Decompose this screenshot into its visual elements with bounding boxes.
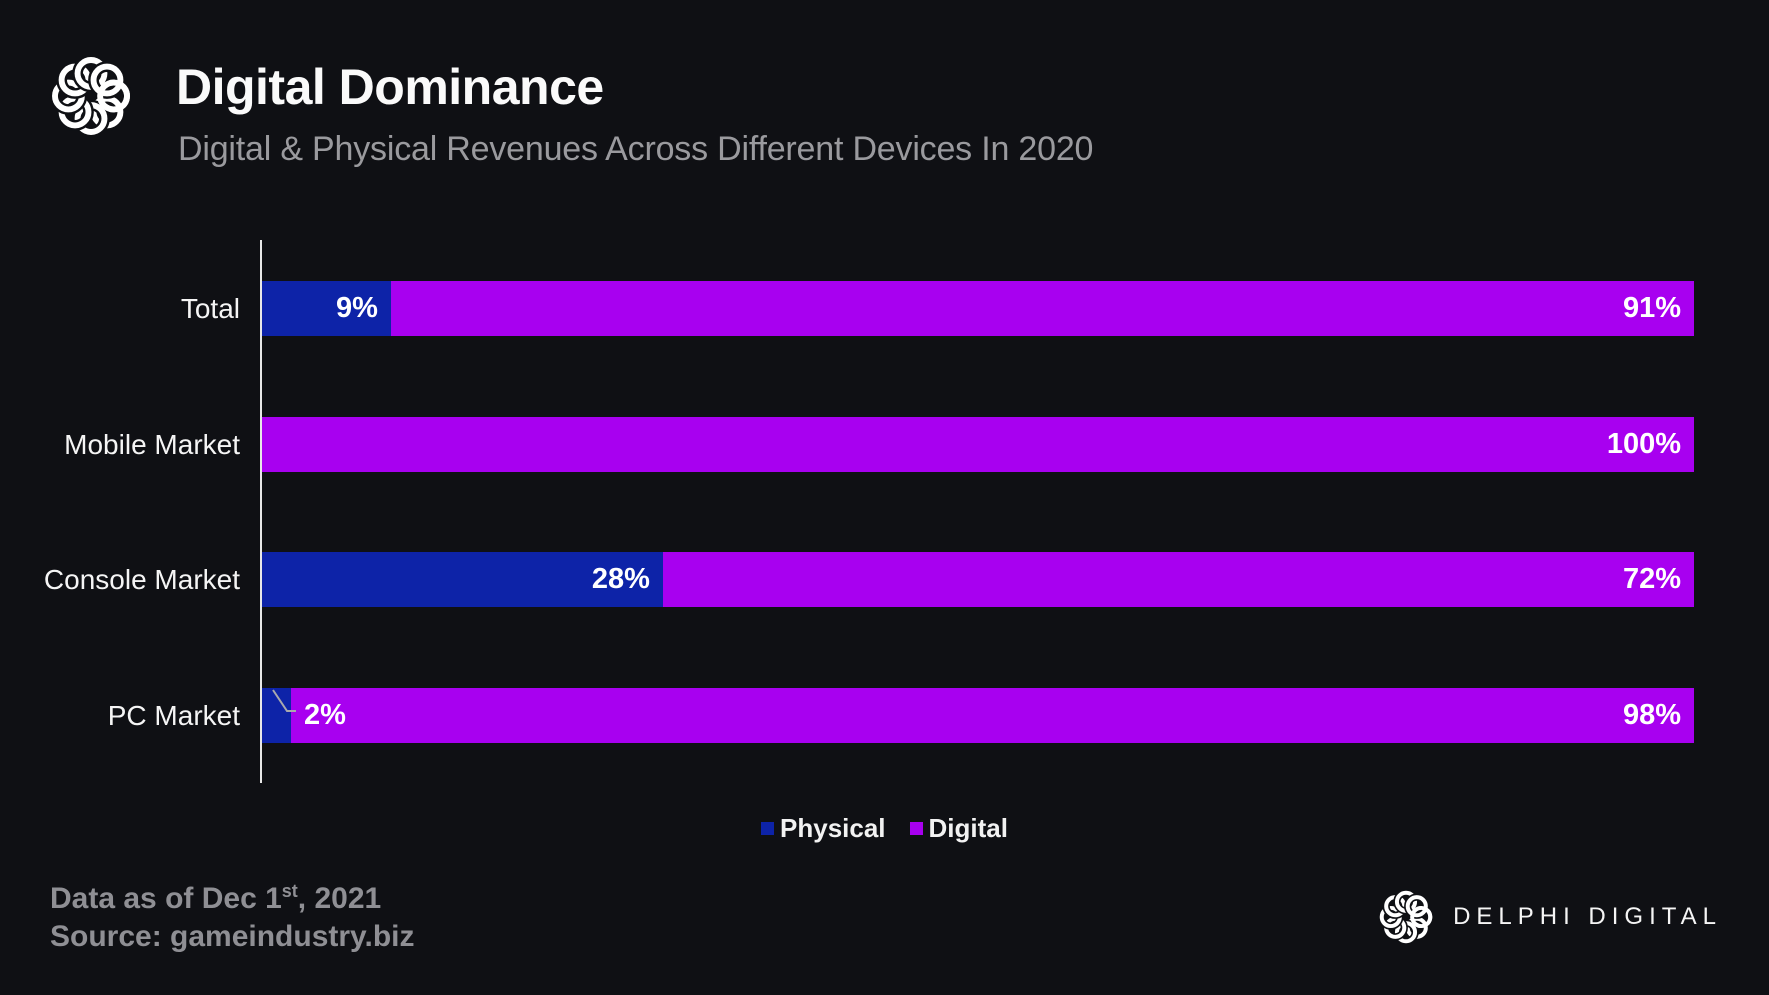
bar-row: Mobile Market 100% [0, 417, 1769, 472]
bar-value-label: 100% [1606, 428, 1681, 460]
category-label: PC Market [107, 700, 240, 731]
callout-leader-line [272, 689, 296, 712]
legend-swatch-physical-icon [761, 822, 775, 835]
page-title: Digital Dominance [176, 59, 604, 115]
bar-value-label: 98% [1622, 699, 1681, 731]
category-label: Console Market [43, 564, 240, 595]
bar-track: 28% 72% [262, 552, 1694, 607]
bar-segment-digital: 100% [262, 417, 1694, 472]
legend: Physical Digital [0, 813, 1769, 844]
stacked-bar-chart: Total 9% 91% Mobile Market 100% Console Marke… [0, 240, 1769, 783]
legend-item-digital: Digital [909, 813, 1008, 844]
footnote: Data as of Dec 1st, 2021 Source: gameind… [50, 872, 415, 956]
delphi-logo-icon [49, 54, 133, 138]
bar-track: 100% [262, 417, 1694, 472]
bar-row: Console Market 28% 72% [0, 552, 1769, 607]
bar-value-label: 2% [304, 699, 346, 731]
category-label: Total [180, 293, 240, 324]
bar-value-label: 72% [1622, 563, 1681, 595]
data-as-of-line: Data as of Dec 1st, 2021 [50, 872, 415, 918]
brand-name: DELPHI DIGITAL [1453, 903, 1722, 930]
date-superscript: st [281, 881, 298, 901]
bar-segment-digital: 72% [662, 552, 1694, 607]
bar-value-label: 9% [335, 292, 378, 324]
bar-segment-physical [262, 688, 291, 743]
bar-value-label: 28% [591, 563, 650, 595]
bar-segment-digital: 98% [290, 688, 1694, 743]
bar-track: 2% 98% [262, 688, 1694, 743]
bar-value-label: 91% [1622, 292, 1681, 324]
source-line: Source: gameindustry.biz [50, 920, 415, 953]
date-suffix: , 2021 [297, 882, 382, 915]
legend-label: Digital [928, 813, 1008, 843]
legend-swatch-digital-icon [909, 822, 923, 835]
legend-label: Physical [780, 813, 886, 843]
y-axis-line [260, 240, 262, 783]
bar-track: 9% 91% [262, 281, 1694, 336]
legend-item-physical: Physical [761, 813, 886, 844]
brand-footer: DELPHI DIGITAL [1377, 888, 1722, 946]
category-label: Mobile Market [64, 429, 240, 460]
bar-segment-digital: 91% [390, 281, 1694, 336]
page-subtitle: Digital & Physical Revenues Across Diffe… [178, 130, 1094, 168]
bar-row: PC Market 2% 98% [0, 688, 1769, 743]
bar-row: Total 9% 91% [0, 281, 1769, 336]
delphi-logo-icon-small [1378, 889, 1434, 945]
date-prefix: Data as of Dec 1 [50, 882, 282, 915]
bar-segment-physical: 9% [262, 281, 391, 336]
bar-segment-physical: 28% [262, 552, 663, 607]
